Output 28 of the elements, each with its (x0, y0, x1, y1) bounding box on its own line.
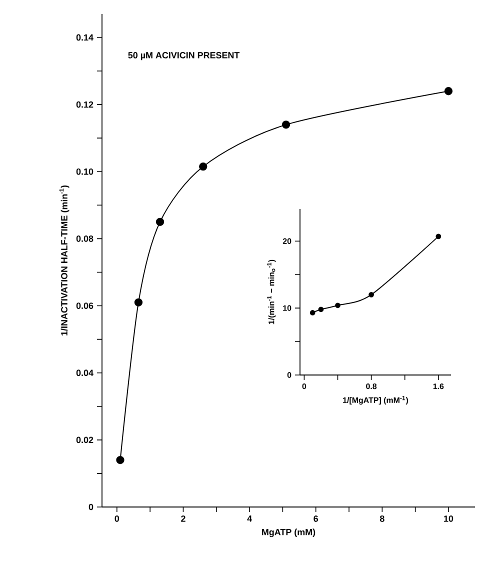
y-tick-label: 0.12 (76, 101, 94, 108)
x-axis-title: MgATP (mM) (262, 528, 316, 538)
point (156, 218, 164, 226)
y-tick-label: 0.02 (76, 436, 94, 444)
x-tick-label: 2 (181, 515, 186, 522)
x-tick-label: 6 (314, 515, 318, 522)
point (444, 87, 453, 96)
x-tick-label: 0 (114, 515, 120, 522)
point (368, 292, 374, 298)
point (436, 234, 442, 240)
y-axis-title: 1/INACTIVATION HALF-TIME (min$^{-1}$) (59, 185, 70, 336)
point (116, 456, 124, 464)
point (335, 302, 340, 308)
x-tick-label: 4 (247, 515, 252, 522)
point (318, 306, 324, 312)
point (134, 298, 143, 306)
y-tick-label: 0.10 (76, 168, 94, 175)
annotation: 50 µM ACIVICIN PRESENT (128, 52, 240, 60)
y-tick-label: 0.04 (76, 370, 94, 376)
x-tick-label: 10 (444, 515, 454, 522)
point (310, 310, 316, 316)
point (199, 162, 208, 171)
x-tick-label: 8 (380, 515, 384, 522)
y-tick-label: 0.06 (76, 302, 94, 309)
y-tick-label: 0.14 (76, 34, 94, 41)
y-tick-label: 0 (88, 504, 94, 510)
y-tick-label: 0.08 (76, 236, 94, 242)
point (282, 120, 290, 129)
